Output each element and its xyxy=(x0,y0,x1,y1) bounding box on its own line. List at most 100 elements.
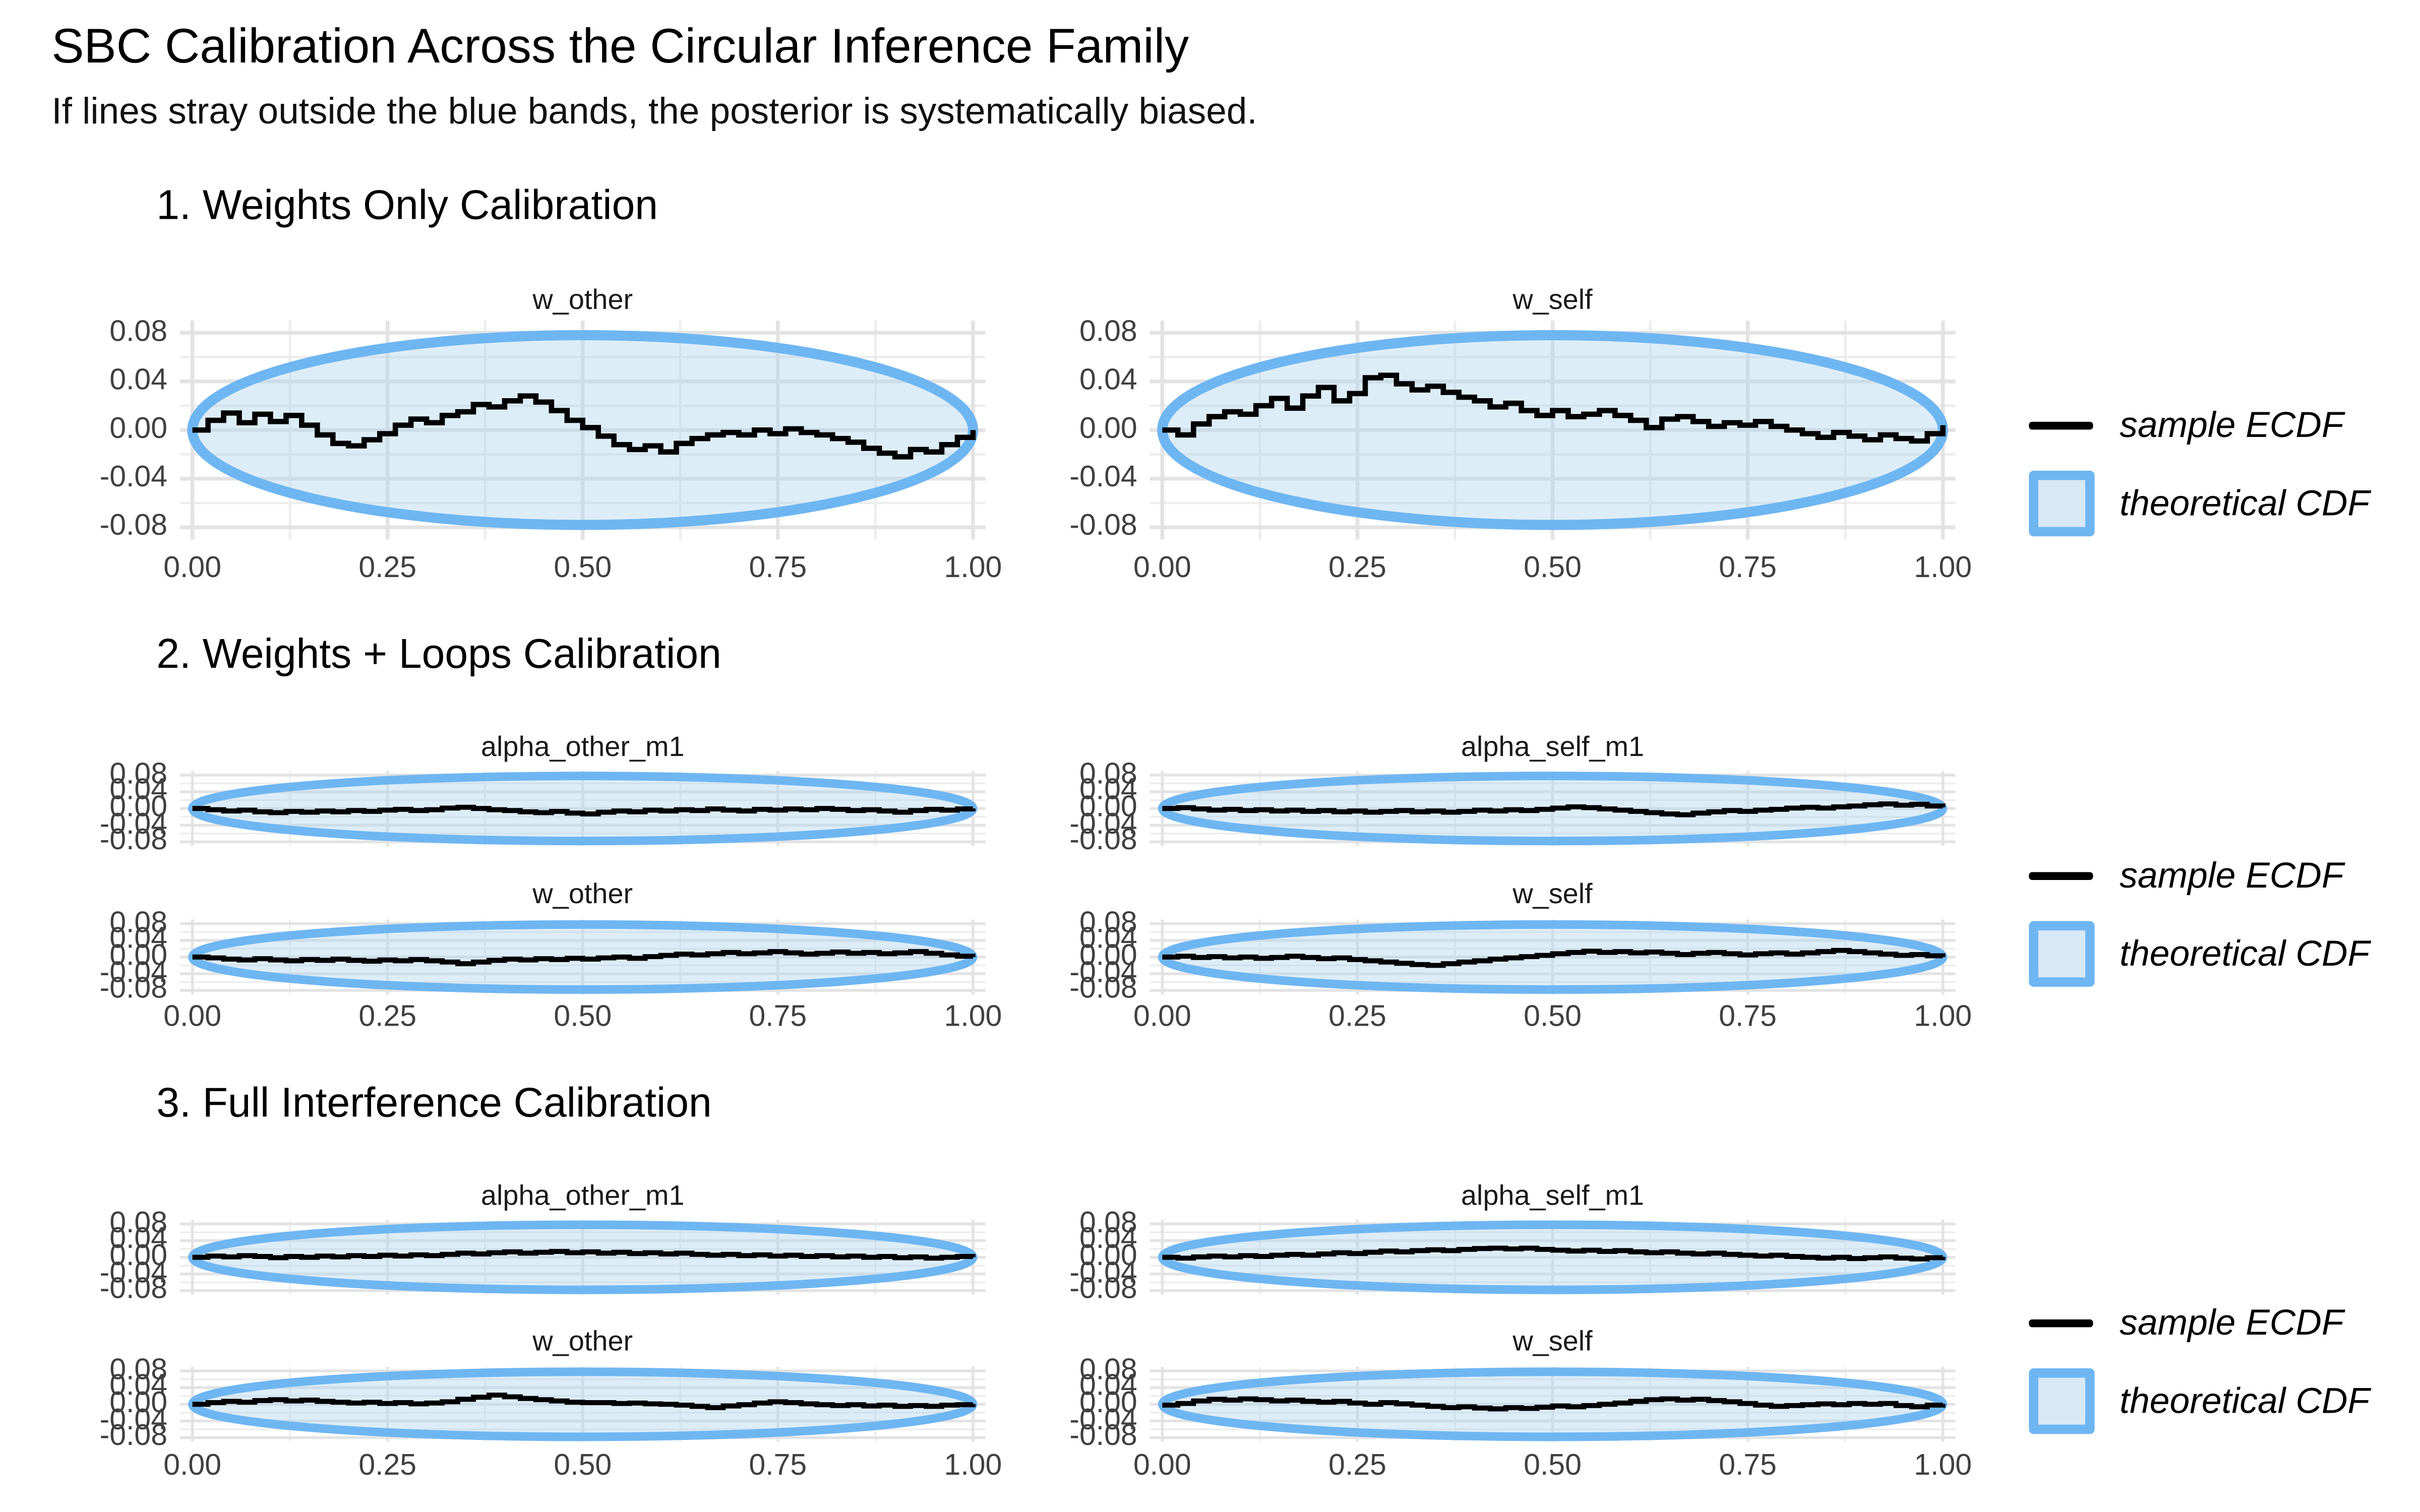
sample-ecdf-line xyxy=(192,949,976,967)
x-tick-label: 0.50 xyxy=(554,1000,612,1034)
x-tick-label: 1.00 xyxy=(944,1000,1002,1034)
y-tick-label: 0.04 xyxy=(109,1223,167,1256)
y-axis-labels: 0.08 0.04 0.00 -0.04 -0.08 xyxy=(58,907,167,1006)
y-axis-labels: 0.08 0.04 0.00 -0.04 -0.08 xyxy=(1028,316,1137,543)
y-tick-label: -0.08 xyxy=(1069,510,1137,543)
sample-ecdf-line-swatch xyxy=(2029,872,2093,879)
y-tick-label: 0.00 xyxy=(1079,939,1137,973)
x-tick-label: 0.75 xyxy=(749,552,807,585)
sample-ecdf-line xyxy=(1162,801,1946,817)
theoretical-cdf-band xyxy=(1157,330,1948,530)
x-tick-label: 0.75 xyxy=(1719,1000,1777,1034)
y-axis-labels: 0.08 0.04 0.00 -0.04 -0.08 xyxy=(1028,907,1137,1006)
y-tick-label: 0.00 xyxy=(1079,413,1137,446)
panel-plot xyxy=(1150,919,1956,995)
legend-theoretical-cdf-label: theoretical CDF xyxy=(2120,1380,2370,1421)
panel-strip-title: w_other xyxy=(532,284,633,316)
y-tick-label: -0.04 xyxy=(1069,1256,1137,1290)
y-tick-label: -0.04 xyxy=(99,1256,167,1290)
y-tick-label: -0.08 xyxy=(99,1273,167,1306)
page-subtitle: If lines stray outside the blue bands, t… xyxy=(51,90,1257,132)
y-axis-labels: 0.08 0.04 0.00 -0.04 -0.08 xyxy=(58,316,167,543)
y-axis-labels: 0.08 0.04 0.00 -0.04 -0.08 xyxy=(1028,1207,1137,1306)
y-tick-label: 0.04 xyxy=(1079,1223,1137,1256)
panel-plot xyxy=(179,1220,986,1295)
y-axis-labels: 0.08 0.04 0.00 -0.04 -0.08 xyxy=(58,1207,167,1306)
y-axis-labels: 0.08 0.04 0.00 -0.04 -0.08 xyxy=(1028,1354,1137,1454)
sample-ecdf-line xyxy=(192,1393,976,1410)
y-tick-label: 0.08 xyxy=(109,1207,167,1240)
panel-plot xyxy=(1150,321,1956,540)
y-tick-label: 0.04 xyxy=(1079,923,1137,956)
sample-ecdf-line xyxy=(1162,1245,1946,1262)
sample-ecdf-line xyxy=(1162,372,1946,444)
panel-strip-title: alpha_self_m1 xyxy=(1461,731,1645,763)
x-tick-label: 0.00 xyxy=(1133,552,1191,585)
y-tick-label: -0.04 xyxy=(1069,1404,1137,1437)
x-tick-label: 0.25 xyxy=(1328,1000,1386,1034)
y-tick-label: 0.04 xyxy=(1079,364,1137,397)
panel-plot xyxy=(1150,771,1956,846)
y-tick-label: -0.08 xyxy=(1069,1420,1137,1454)
y-tick-label: -0.04 xyxy=(99,461,167,494)
legend-sample-ecdf-label: sample ECDF xyxy=(2120,854,2344,896)
y-tick-label: 0.00 xyxy=(1079,1240,1137,1273)
y-tick-label: 0.00 xyxy=(109,413,167,446)
section-3-heading: 3. Full Interference Calibration xyxy=(156,1079,712,1126)
y-tick-label: 0.08 xyxy=(109,316,167,349)
y-tick-label: -0.04 xyxy=(99,956,167,989)
legend-theoretical-cdf-label: theoretical CDF xyxy=(2120,932,2370,974)
sample-ecdf-line xyxy=(1162,1396,1946,1412)
y-tick-label: 0.04 xyxy=(109,1370,167,1404)
y-tick-label: 0.04 xyxy=(109,364,167,397)
y-tick-label: 0.08 xyxy=(1079,1207,1137,1240)
sample-ecdf-line xyxy=(192,393,976,460)
x-tick-label: 1.00 xyxy=(1914,552,1972,585)
x-tick-label: 0.75 xyxy=(749,1450,807,1483)
y-tick-label: 0.08 xyxy=(1079,906,1137,939)
legend-sample-ecdf-label: sample ECDF xyxy=(2120,404,2344,445)
x-tick-label: 0.25 xyxy=(358,1450,417,1483)
sample-ecdf-line xyxy=(192,1249,976,1261)
y-tick-label: -0.08 xyxy=(1069,973,1137,1006)
theoretical-cdf-band-swatch xyxy=(2029,1368,2095,1434)
x-tick-label: 0.00 xyxy=(163,552,222,585)
panel-strip-title: w_other xyxy=(532,878,633,910)
y-tick-label: 0.08 xyxy=(109,906,167,939)
y-axis-labels: 0.08 0.04 0.00 -0.04 -0.08 xyxy=(1028,758,1137,858)
y-tick-label: 0.00 xyxy=(109,1240,167,1273)
theoretical-cdf-band-swatch xyxy=(2029,470,2095,537)
x-tick-label: 0.50 xyxy=(1524,1450,1582,1483)
y-tick-label: -0.04 xyxy=(99,1404,167,1437)
x-tick-label: 1.00 xyxy=(944,552,1002,585)
sample-ecdf-line xyxy=(192,804,976,816)
y-tick-label: -0.08 xyxy=(99,1420,167,1454)
panel-plot xyxy=(179,919,986,995)
section-1-heading: 1. Weights Only Calibration xyxy=(156,181,658,229)
legend-section-2: sample ECDF theoretical CDF xyxy=(2029,841,2420,997)
y-axis-labels: 0.08 0.04 0.00 -0.04 -0.08 xyxy=(58,1354,167,1454)
page-title: SBC Calibration Across the Circular Infe… xyxy=(51,19,1189,74)
x-tick-label: 0.00 xyxy=(163,1450,222,1483)
y-tick-label: 0.04 xyxy=(1079,1370,1137,1404)
panel-plot xyxy=(179,321,986,540)
panel-strip-title: w_self xyxy=(1512,1325,1593,1357)
y-tick-label: 0.08 xyxy=(109,758,167,791)
y-tick-label: 0.08 xyxy=(109,1353,167,1387)
y-tick-label: -0.08 xyxy=(99,825,167,858)
x-tick-label: 0.25 xyxy=(358,1000,417,1034)
panel-strip-title: w_other xyxy=(532,1325,633,1357)
sample-ecdf-line xyxy=(1162,948,1946,968)
y-tick-label: -0.04 xyxy=(1069,808,1137,841)
x-tick-label: 1.00 xyxy=(1914,1000,1972,1034)
y-tick-label: -0.08 xyxy=(99,973,167,1006)
x-tick-label: 0.25 xyxy=(1328,1450,1386,1483)
x-tick-label: 0.75 xyxy=(1719,552,1777,585)
x-tick-label: 1.00 xyxy=(1914,1450,1972,1483)
x-tick-label: 0.75 xyxy=(1719,1450,1777,1483)
theoretical-cdf-band-swatch xyxy=(2029,921,2095,987)
x-tick-label: 1.00 xyxy=(944,1450,1002,1483)
y-tick-label: -0.04 xyxy=(99,808,167,841)
sample-ecdf-line-swatch xyxy=(2029,1319,2093,1327)
y-tick-label: 0.08 xyxy=(1079,316,1137,349)
